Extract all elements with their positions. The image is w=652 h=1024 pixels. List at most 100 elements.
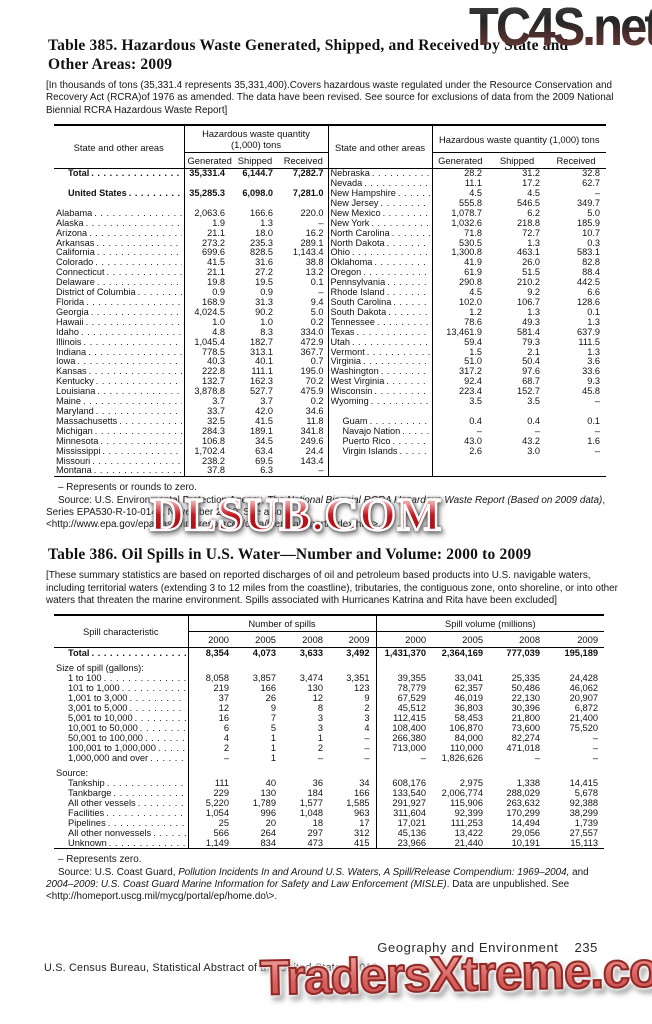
spill-label-cell: 50,001 to 100,000 xyxy=(54,733,189,744)
row-label: Mississippi xyxy=(56,446,101,456)
value-cell: 828.5 xyxy=(250,247,273,258)
state-label-cell: New York xyxy=(328,218,433,229)
state-label-cell: Nevada xyxy=(328,179,433,190)
table385-row: District of Columbia0.90.9–Rhode Island4… xyxy=(54,287,606,298)
value-cell: 36 xyxy=(312,778,323,789)
table385-row: Mississippi 1,702.4 63.4 24.4 Virgin Islands… xyxy=(54,445,606,457)
value-cell: 313.1 xyxy=(250,346,273,357)
value-cell: 7,282.7 xyxy=(279,168,329,180)
leader-dots xyxy=(140,723,186,733)
value-cell: 1,577 xyxy=(299,798,323,809)
table386-row: 10,001 to 50,000 6 5 34 108,400 106,870 73,600… xyxy=(54,723,604,734)
value-cell: 31.2 xyxy=(522,168,541,179)
row-label: Maryland xyxy=(56,406,94,416)
value-cell: 41.5 xyxy=(207,257,225,268)
row-label: Facilities xyxy=(68,808,105,819)
leader-dots xyxy=(374,387,429,397)
row-label: 1 to 100 xyxy=(68,673,102,684)
value-cell: 713,000 xyxy=(392,743,427,754)
leader-dots xyxy=(377,318,430,328)
header-generated-left: Generated xyxy=(184,152,232,170)
value-cell: 1.0 xyxy=(212,316,225,327)
spill-label-cell: Source: xyxy=(54,768,189,779)
value-cell: 1.2 xyxy=(469,306,483,317)
state-label-cell: Hawaii xyxy=(54,317,185,328)
value-cell: 0.2 xyxy=(279,317,329,328)
value-cell: 92,399 xyxy=(454,808,484,819)
state-label-cell: Indiana xyxy=(54,347,185,358)
leader-dots xyxy=(150,753,185,763)
leader-dots xyxy=(96,377,182,387)
state-label-cell: Georgia xyxy=(54,307,185,318)
spill-label-cell: 1 to 100 xyxy=(54,673,189,684)
value-cell: 111 xyxy=(214,778,229,789)
value-cell: 218.8 xyxy=(517,217,541,228)
spill-label-cell: Pipelines xyxy=(54,818,189,829)
row-label: Source: xyxy=(56,768,89,779)
value-cell: 67,529 xyxy=(397,693,427,704)
value-cell xyxy=(432,466,488,476)
value-cell: 778.5 xyxy=(202,346,225,357)
value-cell: 1,045.4 xyxy=(194,336,225,347)
value-cell: 106,870 xyxy=(449,723,484,734)
value-cell: 182.7 xyxy=(250,336,273,347)
value-cell: 1 xyxy=(270,733,276,744)
row-label: Delaware xyxy=(56,278,95,288)
value-cell: 9.3 xyxy=(587,376,601,387)
value-cell: 102.0 xyxy=(459,297,483,307)
value-cell: 58,453 xyxy=(454,713,484,724)
table385-row: Nevada 11.1 17.2 62.7 xyxy=(54,178,606,190)
value-cell: 9.4 xyxy=(279,297,329,308)
value-cell xyxy=(488,457,546,467)
row-label: Texas xyxy=(330,327,355,337)
value-cell: 41.9 xyxy=(464,257,483,268)
leader-dots xyxy=(96,407,182,417)
leader-dots xyxy=(119,417,181,427)
value-cell: 10.7 xyxy=(582,227,601,238)
value-cell: 40.3 xyxy=(207,356,225,367)
value-cell: 24.4 xyxy=(279,446,329,457)
table386-title: Table 386. Oil Spills in U.S. Water—Numb… xyxy=(48,546,532,564)
value-cell: 1,048 xyxy=(299,808,323,819)
value-cell: 9 xyxy=(329,693,377,704)
value-cell: – xyxy=(592,733,599,744)
spill-label-cell: 3,001 to 5,000 xyxy=(54,703,189,714)
value-cell: 90.2 xyxy=(255,306,273,317)
value-cell xyxy=(188,768,235,778)
value-cell: 19.8 xyxy=(207,277,225,288)
row-label: Iowa xyxy=(56,357,76,367)
value-cell: 17.2 xyxy=(522,178,541,189)
state-label-cell: South Carolina xyxy=(328,298,433,308)
header-year: 2009 xyxy=(329,631,377,649)
value-cell: 20 xyxy=(265,818,276,829)
value-cell: 8,058 xyxy=(205,673,229,684)
value-cell: – xyxy=(279,287,329,298)
value-cell: 3 xyxy=(317,723,323,734)
row-label: Minnesota xyxy=(56,436,99,446)
spill-label-cell xyxy=(54,658,189,664)
value-cell xyxy=(279,179,329,190)
value-cell: 6 xyxy=(223,723,229,734)
row-label: Kentucky xyxy=(56,377,94,387)
value-cell: 210.2 xyxy=(517,277,541,288)
row-label: Oregon xyxy=(330,268,362,278)
watermark-dlsub: DLSUB.COM xyxy=(149,488,443,542)
state-label-cell: Maryland xyxy=(54,406,185,417)
value-cell: 97.6 xyxy=(522,366,541,377)
leader-dots xyxy=(135,713,186,723)
table386-footnote-dash: – Represents zero. xyxy=(58,854,142,866)
row-label: New Mexico xyxy=(330,208,381,218)
value-cell: – xyxy=(594,445,601,456)
value-cell: 70.2 xyxy=(279,376,329,388)
table386-footnote-source: Source: U.S. Coast Guard, Pollution Inci… xyxy=(46,866,589,902)
value-cell: 45,136 xyxy=(397,828,427,839)
header-received-right: Received xyxy=(546,152,607,170)
state-label-cell: West Virginia xyxy=(328,377,433,388)
value-cell: 0.1 xyxy=(587,306,601,317)
value-cell xyxy=(546,768,604,778)
value-cell: 72.7 xyxy=(522,227,541,238)
leader-dots xyxy=(92,648,186,658)
row-label: Pennsylvania xyxy=(330,278,386,288)
